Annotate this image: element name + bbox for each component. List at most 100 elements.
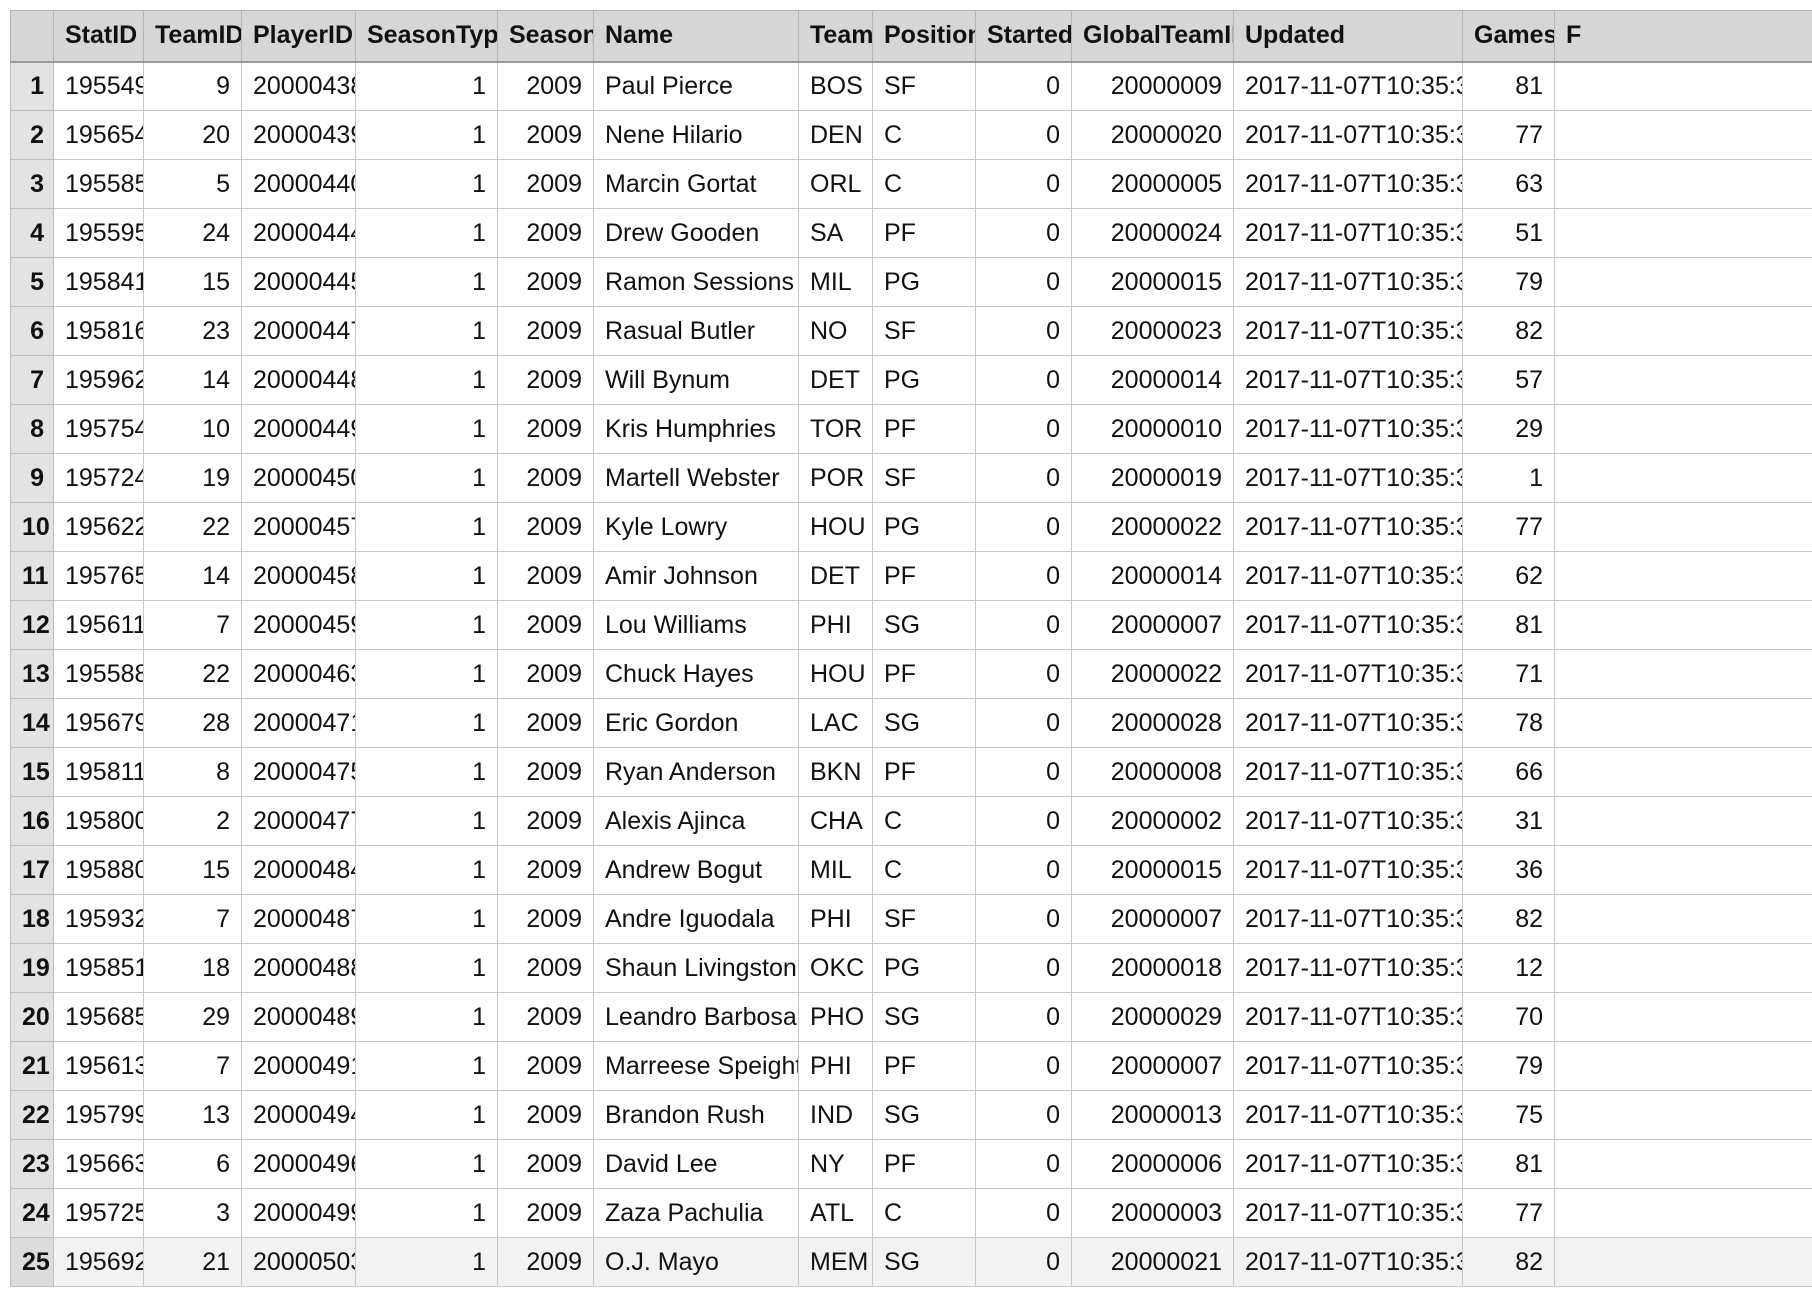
table-cell[interactable]: 1 <box>355 208 498 258</box>
table-cell[interactable]: Zaza Pachulia <box>593 1188 799 1238</box>
table-cell[interactable]: 9 <box>143 61 242 111</box>
table-cell[interactable]: 78 <box>1462 698 1555 748</box>
table-cell[interactable]: DET <box>798 355 873 405</box>
row-number[interactable]: 7 <box>10 355 54 405</box>
column-header[interactable]: Name <box>593 10 799 63</box>
table-cell[interactable]: 195654 <box>53 110 144 160</box>
table-cell[interactable] <box>1554 943 1812 993</box>
table-cell[interactable]: 2009 <box>497 551 594 601</box>
column-header[interactable]: Team <box>798 10 873 63</box>
table-cell[interactable]: 2009 <box>497 894 594 944</box>
table-cell[interactable]: 195841 <box>53 257 144 307</box>
table-cell[interactable]: 2009 <box>497 257 594 307</box>
table-cell[interactable]: 195725 <box>53 1188 144 1238</box>
table-cell[interactable]: 20000450 <box>241 453 356 503</box>
table-cell[interactable]: 195754 <box>53 404 144 454</box>
table-cell[interactable]: 0 <box>975 747 1072 797</box>
table-cell[interactable]: 22 <box>143 502 242 552</box>
table-cell[interactable]: 2017-11-07T10:35:39 <box>1233 796 1463 846</box>
table-cell[interactable]: SF <box>872 453 976 503</box>
table-cell[interactable]: 1 <box>355 1139 498 1189</box>
table-cell[interactable]: 2009 <box>497 796 594 846</box>
table-row[interactable]: 20 195685 29 20000489 1 2009 Leandro Barbosa PH… <box>10 992 1812 1042</box>
table-cell[interactable]: 2017-11-07T10:35:39 <box>1233 1090 1463 1140</box>
table-cell[interactable]: 20000006 <box>1071 1139 1234 1189</box>
table-cell[interactable]: Paul Pierce <box>593 61 799 111</box>
column-header[interactable]: Started <box>975 10 1072 63</box>
table-cell[interactable]: 0 <box>975 159 1072 209</box>
table-row[interactable]: 3 195585 5 20000440 1 2009 Marcin Gortat ORL C 0 2… <box>10 159 1812 209</box>
table-cell[interactable]: 20000439 <box>241 110 356 160</box>
table-cell[interactable]: 2017-11-07T10:35:39 <box>1233 257 1463 307</box>
table-cell[interactable] <box>1554 404 1812 454</box>
table-cell[interactable]: C <box>872 159 976 209</box>
table-cell[interactable]: 2009 <box>497 1139 594 1189</box>
table-cell[interactable]: 31 <box>1462 796 1555 846</box>
table-cell[interactable]: 1 <box>355 257 498 307</box>
table-cell[interactable]: 195724 <box>53 453 144 503</box>
table-cell[interactable]: 195765 <box>53 551 144 601</box>
table-cell[interactable]: 1 <box>355 894 498 944</box>
table-cell[interactable]: 63 <box>1462 159 1555 209</box>
table-cell[interactable]: 0 <box>975 943 1072 993</box>
table-cell[interactable]: 70 <box>1462 992 1555 1042</box>
table-cell[interactable]: 20000457 <box>241 502 356 552</box>
table-cell[interactable]: C <box>872 845 976 895</box>
table-cell[interactable]: 195549 <box>53 61 144 111</box>
row-number[interactable]: 1 <box>10 61 54 111</box>
table-cell[interactable]: 7 <box>143 600 242 650</box>
table-cell[interactable]: MIL <box>798 257 873 307</box>
table-row[interactable]: 5 195841 15 20000445 1 2009 Ramon Sessions MIL P… <box>10 257 1812 307</box>
table-cell[interactable]: 1 <box>355 1090 498 1140</box>
table-cell[interactable]: 2 <box>143 796 242 846</box>
table-cell[interactable]: Marreese Speights <box>593 1041 799 1091</box>
table-cell[interactable]: 62 <box>1462 551 1555 601</box>
column-header[interactable]: StatID <box>53 10 144 63</box>
table-row[interactable]: 13 195588 22 20000463 1 2009 Chuck Hayes HOU PF 0… <box>10 649 1812 699</box>
row-number[interactable]: 23 <box>10 1139 54 1189</box>
table-cell[interactable]: 195799 <box>53 1090 144 1140</box>
table-cell[interactable]: 12 <box>1462 943 1555 993</box>
table-cell[interactable]: 20000002 <box>1071 796 1234 846</box>
table-cell[interactable]: 2017-11-07T10:35:39 <box>1233 551 1463 601</box>
table-cell[interactable]: PG <box>872 355 976 405</box>
table-cell[interactable] <box>1554 796 1812 846</box>
table-cell[interactable]: 20000009 <box>1071 61 1234 111</box>
table-cell[interactable]: 20000005 <box>1071 159 1234 209</box>
table-cell[interactable]: 75 <box>1462 1090 1555 1140</box>
table-cell[interactable]: Marcin Gortat <box>593 159 799 209</box>
table-cell[interactable]: 77 <box>1462 502 1555 552</box>
table-cell[interactable] <box>1554 551 1812 601</box>
table-cell[interactable]: 20000015 <box>1071 845 1234 895</box>
table-cell[interactable]: SG <box>872 1090 976 1140</box>
table-cell[interactable] <box>1554 355 1812 405</box>
table-row[interactable]: 25 195692 21 20000503 1 2009 O.J. Mayo MEM SG 0 20… <box>10 1237 1812 1287</box>
table-cell[interactable]: 20000438 <box>241 61 356 111</box>
table-cell[interactable]: 1 <box>1462 453 1555 503</box>
table-cell[interactable]: 1 <box>355 306 498 356</box>
table-cell[interactable]: Amir Johnson <box>593 551 799 601</box>
table-cell[interactable]: 0 <box>975 306 1072 356</box>
table-cell[interactable] <box>1554 257 1812 307</box>
table-row[interactable]: 19 195851 18 20000488 1 2009 Shaun Livingston O… <box>10 943 1812 993</box>
table-cell[interactable]: IND <box>798 1090 873 1140</box>
table-cell[interactable] <box>1554 894 1812 944</box>
table-cell[interactable]: 0 <box>975 61 1072 111</box>
table-cell[interactable]: PF <box>872 404 976 454</box>
column-header[interactable]: Updated <box>1233 10 1463 63</box>
row-number[interactable]: 3 <box>10 159 54 209</box>
table-row[interactable]: 21 195613 7 20000491 1 2009 Marreese Speights P… <box>10 1041 1812 1091</box>
table-cell[interactable]: 1 <box>355 502 498 552</box>
table-cell[interactable]: SG <box>872 992 976 1042</box>
table-cell[interactable]: 5 <box>143 159 242 209</box>
table-cell[interactable]: 20000499 <box>241 1188 356 1238</box>
table-cell[interactable]: 0 <box>975 600 1072 650</box>
row-number[interactable]: 14 <box>10 698 54 748</box>
table-cell[interactable]: 195932 <box>53 894 144 944</box>
column-header[interactable]: Position <box>872 10 976 63</box>
row-number[interactable]: 17 <box>10 845 54 895</box>
table-cell[interactable] <box>1554 1090 1812 1140</box>
table-cell[interactable]: 2017-11-07T10:35:39 <box>1233 306 1463 356</box>
table-cell[interactable]: 195588 <box>53 649 144 699</box>
table-cell[interactable]: C <box>872 1188 976 1238</box>
